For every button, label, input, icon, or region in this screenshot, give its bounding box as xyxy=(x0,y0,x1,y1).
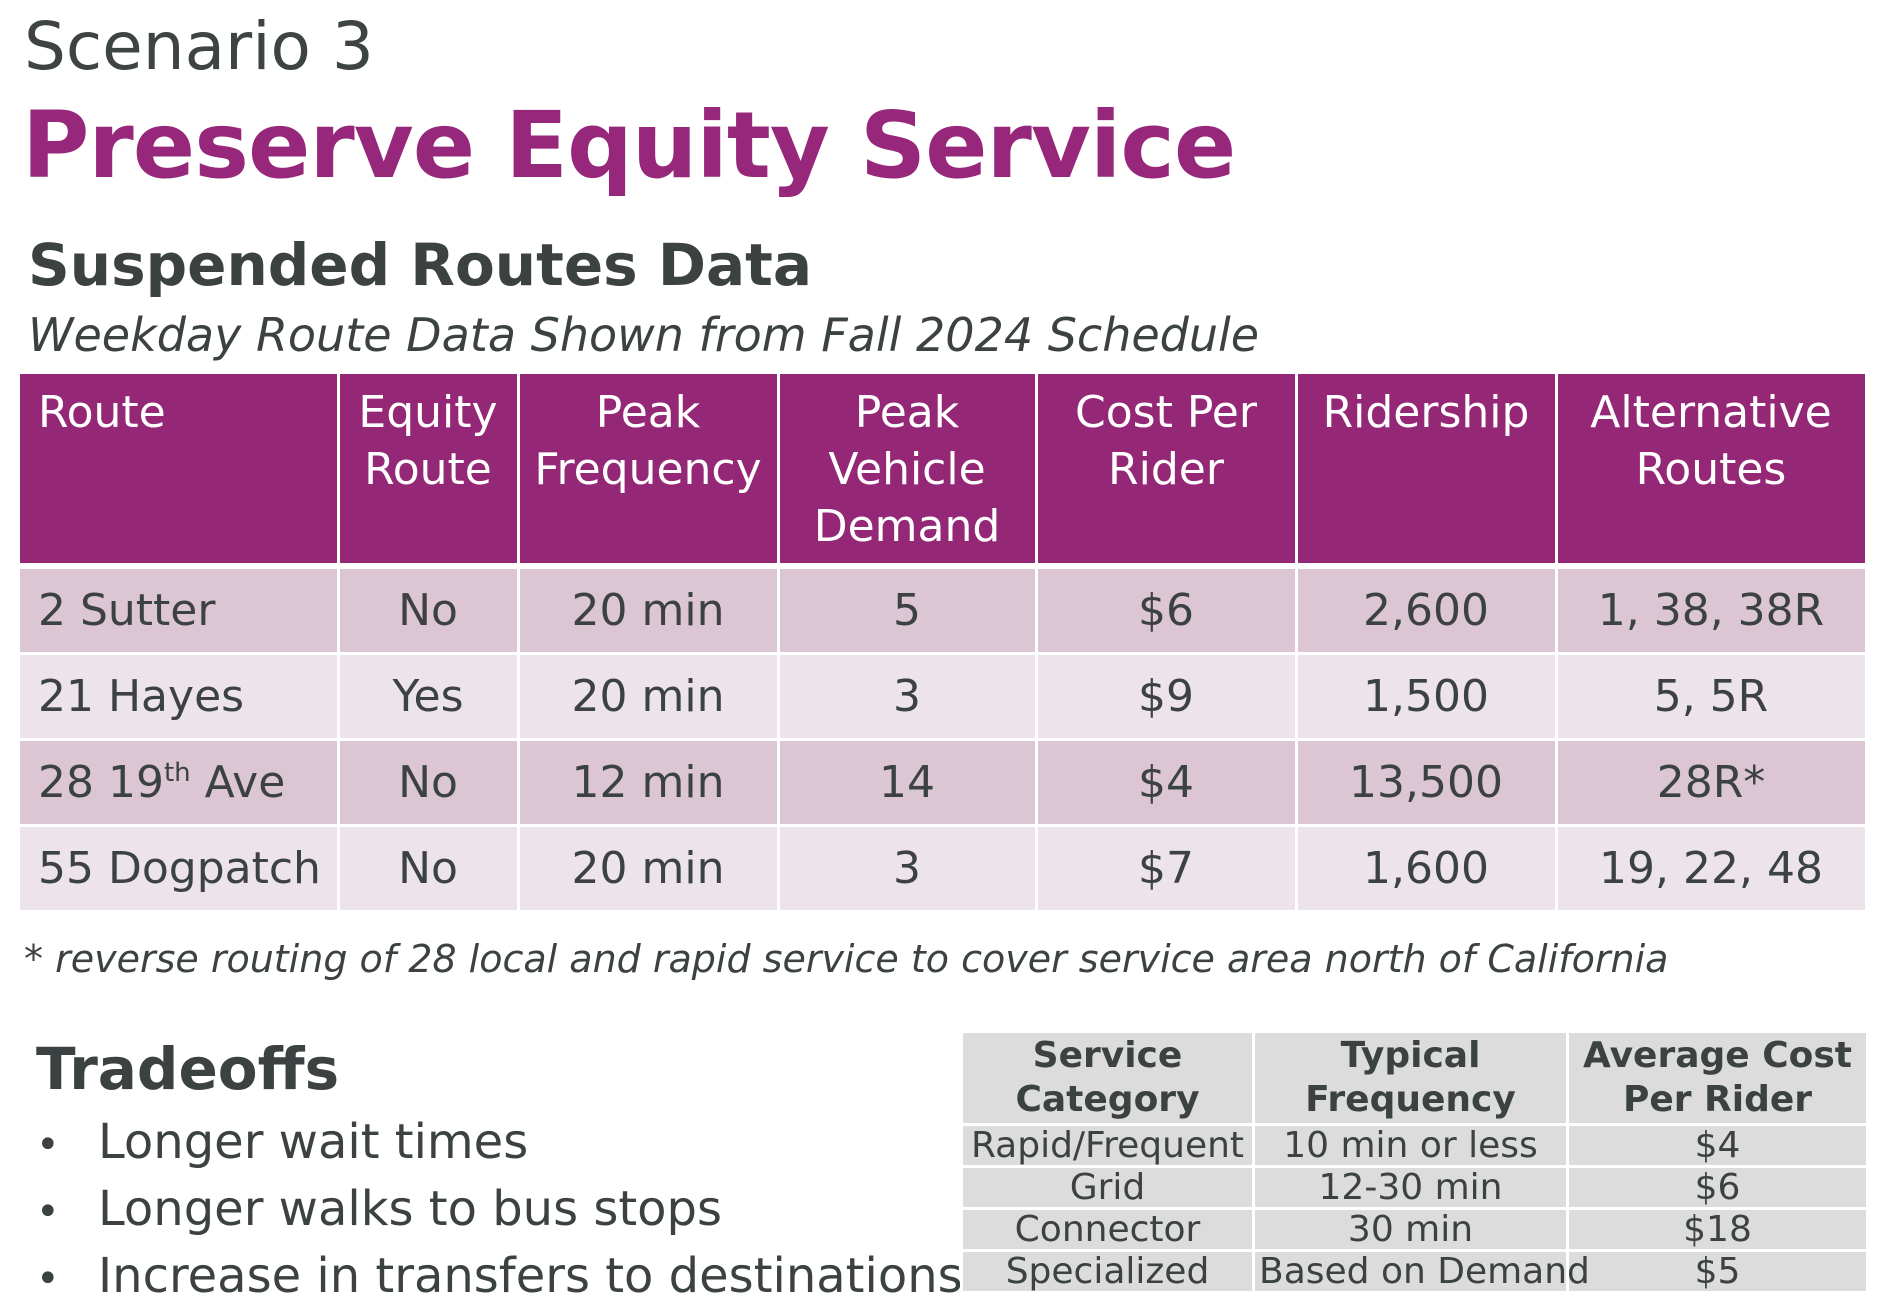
list-item: • Increase in transfers to destinations xyxy=(36,1244,963,1311)
header-line: Service xyxy=(1032,1035,1183,1076)
table-header-row: Route Equity Route Peak Frequency Peak V… xyxy=(20,374,1868,569)
bullet-icon: • xyxy=(36,1122,60,1168)
header-line: Category xyxy=(1015,1079,1200,1120)
table-row: Grid 12-30 min $6 xyxy=(960,1165,1869,1210)
scenario-label: Scenario 3 xyxy=(24,8,374,85)
tradeoffs-title: Tradeoffs xyxy=(36,1035,340,1103)
cell-service-category: Specialized xyxy=(960,1249,1255,1294)
cell-cost-per-rider: $9 xyxy=(1034,652,1298,741)
tradeoff-text: Increase in transfers to destinations xyxy=(98,1248,963,1304)
route-name: 2 Sutter xyxy=(38,585,216,636)
route-name: 28 19 xyxy=(38,757,164,808)
cell-peak-frequency: 12 min xyxy=(516,738,780,827)
cell-ridership: 2,600 xyxy=(1294,564,1558,655)
header-line: Typical xyxy=(1340,1035,1481,1076)
cell-alternative-routes: 28R* xyxy=(1554,738,1868,827)
column-header-ridership: Ridership xyxy=(1294,374,1558,569)
table-row: 21 Hayes Yes 20 min 3 $9 1,500 5, 5R xyxy=(20,652,1868,741)
cell-cost-per-rider: $6 xyxy=(1034,564,1298,655)
tradeoff-text: Longer wait times xyxy=(98,1114,529,1170)
table-row: 2 Sutter No 20 min 5 $6 2,600 1, 38, 38R xyxy=(20,564,1868,655)
header-line: Average Cost xyxy=(1582,1035,1852,1076)
cell-cost-per-rider: $7 xyxy=(1034,824,1298,913)
cell-service-category: Grid xyxy=(960,1165,1255,1210)
header-line: Frequency xyxy=(1305,1079,1516,1120)
cell-alternative-routes: 1, 38, 38R xyxy=(1554,564,1868,655)
cell-typical-frequency: 12-30 min xyxy=(1252,1165,1569,1210)
cell-peak-vehicle-demand: 3 xyxy=(776,824,1038,913)
column-header-peak-frequency: Peak Frequency xyxy=(516,374,780,569)
cell-average-cost: $4 xyxy=(1566,1123,1869,1168)
cell-route: 2 Sutter xyxy=(20,564,340,655)
cell-peak-frequency: 20 min xyxy=(516,652,780,741)
cell-service-category: Connector xyxy=(960,1207,1255,1252)
cell-equity-route: No xyxy=(336,564,520,655)
table-row: Connector 30 min $18 xyxy=(960,1207,1869,1252)
column-header-typical-frequency: Typical Frequency xyxy=(1252,1030,1569,1126)
column-header-peak-vehicle-demand: Peak Vehicle Demand xyxy=(776,374,1038,569)
suspended-routes-table: Route Equity Route Peak Frequency Peak V… xyxy=(20,374,1868,913)
bullet-icon: • xyxy=(36,1189,60,1235)
cell-route: 28 19th Ave xyxy=(20,738,340,827)
cell-route: 55 Dogpatch xyxy=(20,824,340,913)
cell-service-category: Rapid/Frequent xyxy=(960,1123,1255,1168)
table-row: Rapid/Frequent 10 min or less $4 xyxy=(960,1123,1869,1168)
cell-typical-frequency: Based on Demand xyxy=(1252,1249,1590,1294)
column-header-alternative-routes: Alternative Routes xyxy=(1554,374,1868,569)
cell-route: 21 Hayes xyxy=(20,652,340,741)
page-title: Preserve Equity Service xyxy=(22,92,1236,199)
table-header-row: Service Category Typical Frequency Average… xyxy=(960,1030,1869,1126)
column-header-service-category: Service Category xyxy=(960,1030,1255,1126)
route-name: 21 Hayes xyxy=(38,671,245,722)
route-name-rest: Ave xyxy=(190,757,286,808)
cell-alternative-routes: 19, 22, 48 xyxy=(1554,824,1868,913)
cell-peak-frequency: 20 min xyxy=(516,824,780,913)
cell-typical-frequency: 10 min or less xyxy=(1252,1123,1569,1168)
bullet-icon: • xyxy=(36,1256,60,1302)
table-row: 28 19th Ave No 12 min 14 $4 13,500 28R* xyxy=(20,738,1868,827)
list-item: • Longer wait times xyxy=(36,1110,963,1177)
list-item: • Longer walks to bus stops xyxy=(36,1177,963,1244)
cell-average-cost: $5 xyxy=(1566,1249,1869,1294)
service-category-table: Service Category Typical Frequency Average… xyxy=(960,1030,1869,1294)
cell-peak-frequency: 20 min xyxy=(516,564,780,655)
table-row: Specialized Based on Demand $5 xyxy=(960,1249,1869,1294)
cell-average-cost: $6 xyxy=(1566,1165,1869,1210)
cell-ridership: 1,600 xyxy=(1294,824,1558,913)
suspended-routes-subtitle: Weekday Route Data Shown from Fall 2024 … xyxy=(28,308,1260,362)
cell-ridership: 1,500 xyxy=(1294,652,1558,741)
tradeoffs-list: • Longer wait times • Longer walks to bus … xyxy=(36,1110,963,1311)
cell-peak-vehicle-demand: 5 xyxy=(776,564,1038,655)
cell-peak-vehicle-demand: 3 xyxy=(776,652,1038,741)
column-header-average-cost: Average Cost Per Rider xyxy=(1566,1030,1869,1126)
cell-cost-per-rider: $4 xyxy=(1034,738,1298,827)
column-header-route: Route xyxy=(20,374,340,569)
cell-average-cost: $18 xyxy=(1566,1207,1869,1252)
cell-equity-route: No xyxy=(336,738,520,827)
column-header-cost-per-rider: Cost Per Rider xyxy=(1034,374,1298,569)
cell-typical-frequency: 30 min xyxy=(1252,1207,1569,1252)
table-row: 55 Dogpatch No 20 min 3 $7 1,600 19, 22,… xyxy=(20,824,1868,913)
cell-equity-route: No xyxy=(336,824,520,913)
cell-ridership: 13,500 xyxy=(1294,738,1558,827)
header-line: Per Rider xyxy=(1622,1079,1813,1120)
route-name: 55 Dogpatch xyxy=(38,843,321,894)
route-superscript: th xyxy=(163,758,191,788)
cell-alternative-routes: 5, 5R xyxy=(1554,652,1868,741)
suspended-routes-title: Suspended Routes Data xyxy=(28,231,813,299)
column-header-equity-route: Equity Route xyxy=(336,374,520,569)
tradeoff-text: Longer walks to bus stops xyxy=(98,1181,723,1237)
footnote: * reverse routing of 28 local and rapid … xyxy=(24,937,1669,981)
cell-equity-route: Yes xyxy=(336,652,520,741)
cell-peak-vehicle-demand: 14 xyxy=(776,738,1038,827)
